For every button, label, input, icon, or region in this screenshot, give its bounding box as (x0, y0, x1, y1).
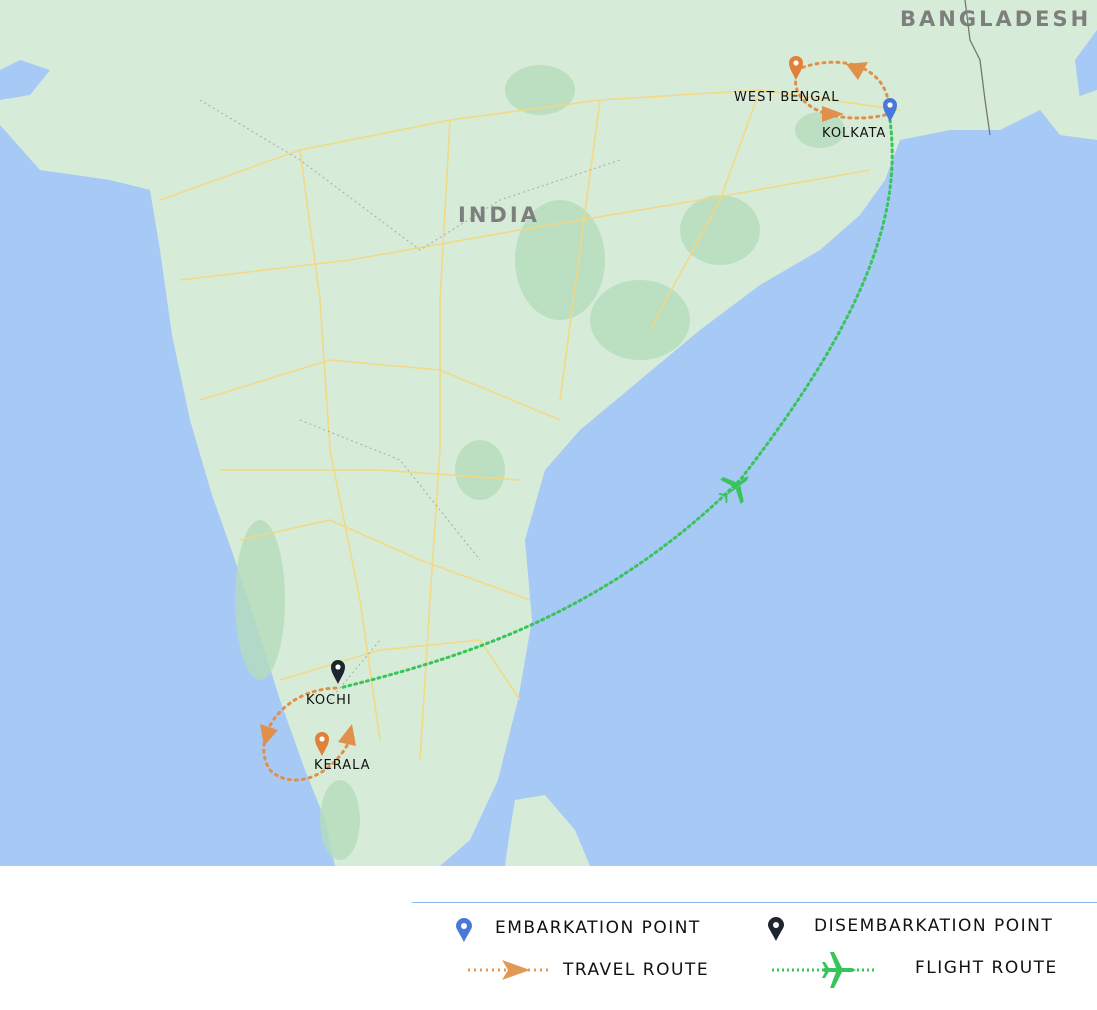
forest-areas (235, 65, 845, 860)
legend (0, 866, 1097, 1010)
legend-flight-route-label: FLIGHT ROUTE (915, 958, 1058, 978)
country-label-india: INDIA (458, 203, 540, 227)
legend-disembarkation-label: DISEMBARKATION POINT (814, 916, 1054, 936)
country-label-bangladesh: BANGLADESH (900, 7, 1091, 31)
travel-arrow (260, 724, 278, 746)
place-label-kochi: KOCHI (306, 693, 352, 708)
route-map: INDIA BANGLADESH WEST BENGAL KOLKATA KOC… (0, 0, 1097, 866)
road-network (159, 89, 901, 761)
travel-arrow (822, 106, 844, 122)
state-boundaries (199, 99, 621, 701)
travel-arrow (338, 724, 356, 746)
travel-stop-pin-icon[interactable] (315, 732, 329, 756)
legend-travel-route-label: TRAVEL ROUTE (563, 960, 710, 980)
place-label-west-bengal: WEST BENGAL (734, 90, 839, 105)
embarkation-pin-icon[interactable] (883, 98, 897, 122)
disembarkation-pin-icon[interactable] (331, 660, 345, 684)
flight-route-legend-icon (772, 952, 874, 988)
embarkation-pin-icon (456, 918, 472, 942)
travel-stop-pin-icon[interactable] (789, 56, 803, 80)
country-border (964, 0, 991, 136)
land-sri-lanka (505, 795, 590, 866)
legend-divider (412, 902, 1097, 903)
travel-arrow (846, 62, 868, 80)
place-label-kerala: KERALA (314, 758, 371, 773)
travel-route-legend-icon (468, 960, 550, 980)
flight-route-line (338, 118, 894, 690)
airplane-icon (718, 476, 749, 505)
travel-route-kerala (262, 686, 352, 782)
legend-embarkation-label: EMBARKATION POINT (495, 918, 701, 938)
place-label-kolkata: KOLKATA (822, 126, 886, 141)
disembarkation-pin-icon (768, 917, 784, 941)
land-bay-islands (1040, 90, 1097, 140)
